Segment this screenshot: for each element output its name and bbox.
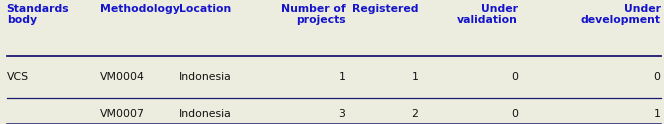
Text: 0: 0 [511,109,518,119]
Text: Standards
body: Standards body [7,4,69,25]
Text: Methodology: Methodology [100,4,179,14]
Text: VCS: VCS [7,72,29,82]
Text: Indonesia: Indonesia [179,109,232,119]
Text: Indonesia: Indonesia [179,72,232,82]
Text: 3: 3 [339,109,345,119]
Text: Under
development: Under development [581,4,661,25]
Text: 1: 1 [339,72,345,82]
Text: 0: 0 [511,72,518,82]
Text: Number of
projects: Number of projects [280,4,345,25]
Text: 0: 0 [653,72,661,82]
Text: 1: 1 [654,109,661,119]
Text: Under
validation: Under validation [457,4,518,25]
Text: VM0004: VM0004 [100,72,145,82]
Text: VM0007: VM0007 [100,109,145,119]
Text: Location: Location [179,4,232,14]
Text: 1: 1 [412,72,418,82]
Text: Registered: Registered [352,4,418,14]
Text: 2: 2 [412,109,418,119]
